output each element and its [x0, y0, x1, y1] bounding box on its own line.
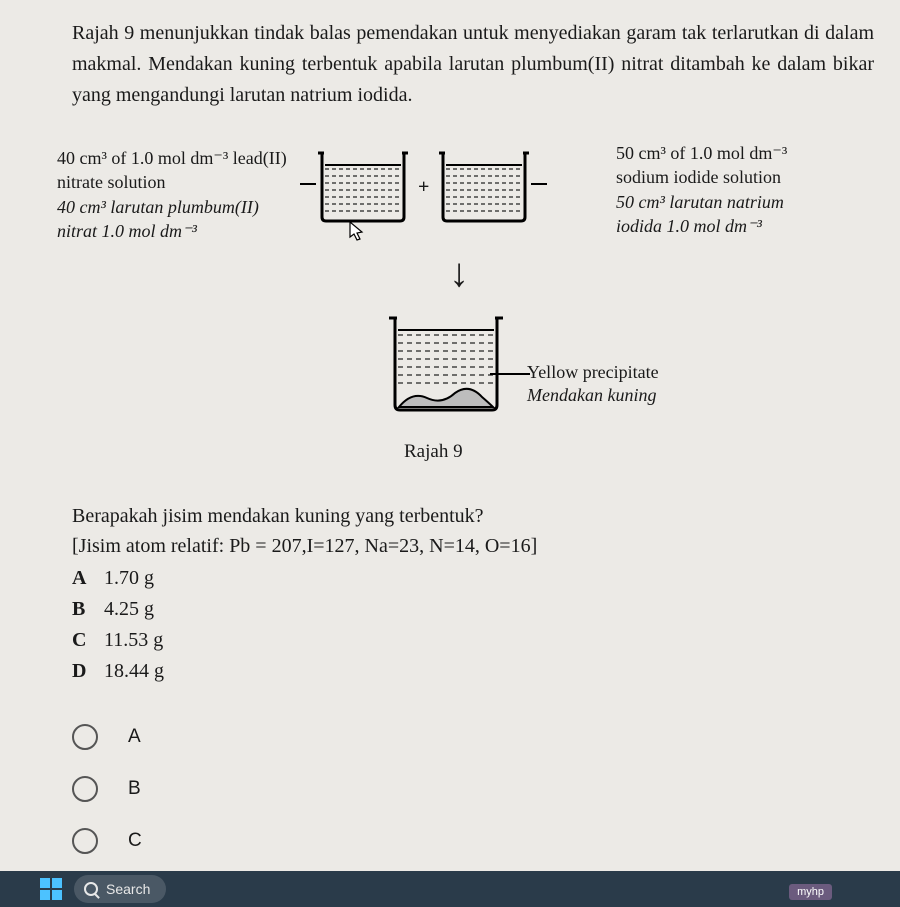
left-line4: nitrat 1.0 mol dm⁻³ — [57, 219, 307, 243]
radio-label: B — [128, 778, 141, 800]
plus-sign: + — [418, 176, 429, 199]
choice-row: C11.53 g — [72, 625, 874, 656]
search-icon — [84, 882, 98, 896]
choice-text: 4.25 g — [104, 594, 154, 625]
radio-option-b[interactable]: B — [72, 763, 874, 815]
myhp-badge[interactable]: myhp — [789, 884, 832, 900]
precipitate-label: Yellow precipitate Mendakan kuning — [527, 361, 659, 408]
down-arrow-icon: ↓ — [449, 249, 469, 296]
label-connector-line — [490, 373, 530, 375]
radio-circle-icon[interactable] — [72, 828, 98, 854]
radio-circle-icon[interactable] — [72, 776, 98, 802]
windows-start-icon[interactable] — [40, 878, 62, 900]
choice-text: 1.70 g — [104, 563, 154, 594]
choice-letter: D — [72, 656, 104, 687]
right-beaker-label: 50 cm³ of 1.0 mol dm⁻³ sodium iodide sol… — [616, 141, 834, 238]
search-label: Search — [106, 881, 150, 897]
radio-option-a[interactable]: A — [72, 711, 874, 763]
radio-circle-icon[interactable] — [72, 724, 98, 750]
diagram-9: 40 cm³ of 1.0 mol dm⁻³ lead(II) nitrate … — [57, 141, 827, 491]
left-line1: 40 cm³ of 1.0 mol dm⁻³ lead(II) — [57, 146, 307, 170]
beaker-right-icon — [437, 149, 531, 225]
choice-row: D18.44 g — [72, 656, 874, 687]
radio-label: A — [128, 726, 141, 748]
left-line3: 40 cm³ larutan plumbum(II) — [57, 195, 307, 219]
left-line2: nitrate solution — [57, 170, 307, 194]
taskbar-search[interactable]: Search — [74, 875, 166, 903]
right-line3: 50 cm³ larutan natrium — [616, 190, 834, 214]
figure-caption: Rajah 9 — [404, 441, 463, 463]
precip-en: Yellow precipitate — [527, 361, 659, 384]
right-line4: iodida 1.0 mol dm⁻³ — [616, 214, 834, 238]
taskbar: Search — [0, 871, 900, 907]
right-line1: 50 cm³ of 1.0 mol dm⁻³ — [616, 141, 834, 165]
choice-text: 18.44 g — [104, 656, 164, 687]
radio-options: A B C — [72, 711, 874, 867]
choice-letter: A — [72, 563, 104, 594]
radio-label: C — [128, 830, 142, 852]
question-intro: Rajah 9 menunjukkan tindak balas pemenda… — [72, 18, 874, 111]
beaker-result-icon — [387, 313, 505, 420]
radio-option-c[interactable]: C — [72, 815, 874, 867]
choice-row: B4.25 g — [72, 594, 874, 625]
answer-choices: A1.70 gB4.25 gC11.53 gD18.44 g — [72, 563, 874, 687]
choice-text: 11.53 g — [104, 625, 163, 656]
right-line2: sodium iodide solution — [616, 165, 834, 189]
left-beaker-label: 40 cm³ of 1.0 mol dm⁻³ lead(II) nitrate … — [57, 146, 307, 243]
precip-ms: Mendakan kuning — [527, 384, 659, 407]
choice-letter: C — [72, 625, 104, 656]
sub-question: Berapakah jisim mendakan kuning yang ter… — [72, 501, 874, 531]
relative-mass-info: [Jisim atom relatif: Pb = 207,I=127, Na=… — [72, 531, 874, 561]
choice-row: A1.70 g — [72, 563, 874, 594]
beaker-left-icon — [316, 149, 410, 225]
choice-letter: B — [72, 594, 104, 625]
